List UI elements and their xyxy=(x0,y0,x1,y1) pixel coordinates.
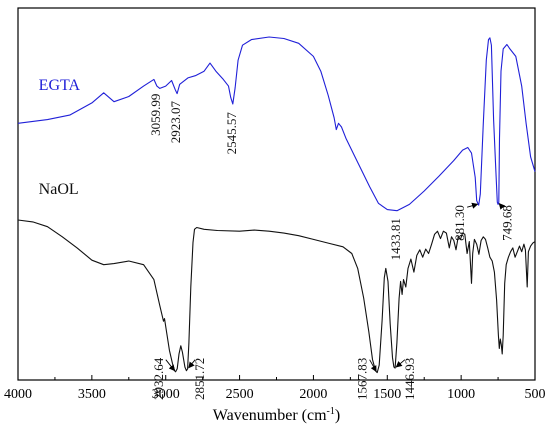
peak-label: 2923.07 xyxy=(168,101,183,144)
peak-label: 2932.64 xyxy=(151,357,166,400)
x-axis-label-main: Wavenumber (cm xyxy=(213,407,327,424)
peak-label: 2851.72 xyxy=(192,358,207,400)
peak-arrow xyxy=(395,359,406,368)
series-line-egta xyxy=(17,36,536,212)
x-axis-label-close: ) xyxy=(335,407,340,424)
series-label-naol: NaOL xyxy=(39,181,79,198)
x-tick-label: 2000 xyxy=(299,387,327,402)
series-layer xyxy=(17,36,536,374)
x-tick-label: 3000 xyxy=(152,387,180,402)
series-label-egta: EGTA xyxy=(39,77,81,94)
x-tick-label: 4000 xyxy=(4,387,32,402)
x-tick-label: 3500 xyxy=(78,387,106,402)
series-line-naol xyxy=(17,219,536,374)
peak-arrow xyxy=(369,359,377,373)
peak-label: 749.68 xyxy=(499,205,514,241)
peak-arrow xyxy=(188,359,196,369)
plot-frame xyxy=(17,7,536,381)
peak-arrow xyxy=(498,202,506,210)
x-tick-label: 2500 xyxy=(226,387,254,402)
peak-label: 2545.57 xyxy=(224,112,239,155)
x-tick-label: 1500 xyxy=(373,387,401,402)
x-tick-label: 1000 xyxy=(447,387,475,402)
x-tick-label: 500 xyxy=(525,387,546,402)
x-axis-label: Wavenumber (cm-1) xyxy=(213,406,340,424)
peak-label: 1446.93 xyxy=(402,358,417,400)
peak-label: 1567.83 xyxy=(355,358,370,400)
peak-label: 1433.81 xyxy=(388,218,403,260)
peak-label: 881.30 xyxy=(452,205,467,241)
peak-label: 3059.99 xyxy=(148,94,163,136)
x-axis-label-sup: -1 xyxy=(327,406,335,417)
peak-arrow xyxy=(165,359,176,372)
annotations-layer: 3059.99 2923.07 2545.57 1433.81 881.30 749.68… xyxy=(148,94,515,400)
ticks-layer: 4000 3500 3000 2500 2000 1500 1000 500 xyxy=(4,375,546,402)
peak-arrow xyxy=(467,202,479,209)
series-labels-layer: EGTA NaOL xyxy=(39,77,81,198)
